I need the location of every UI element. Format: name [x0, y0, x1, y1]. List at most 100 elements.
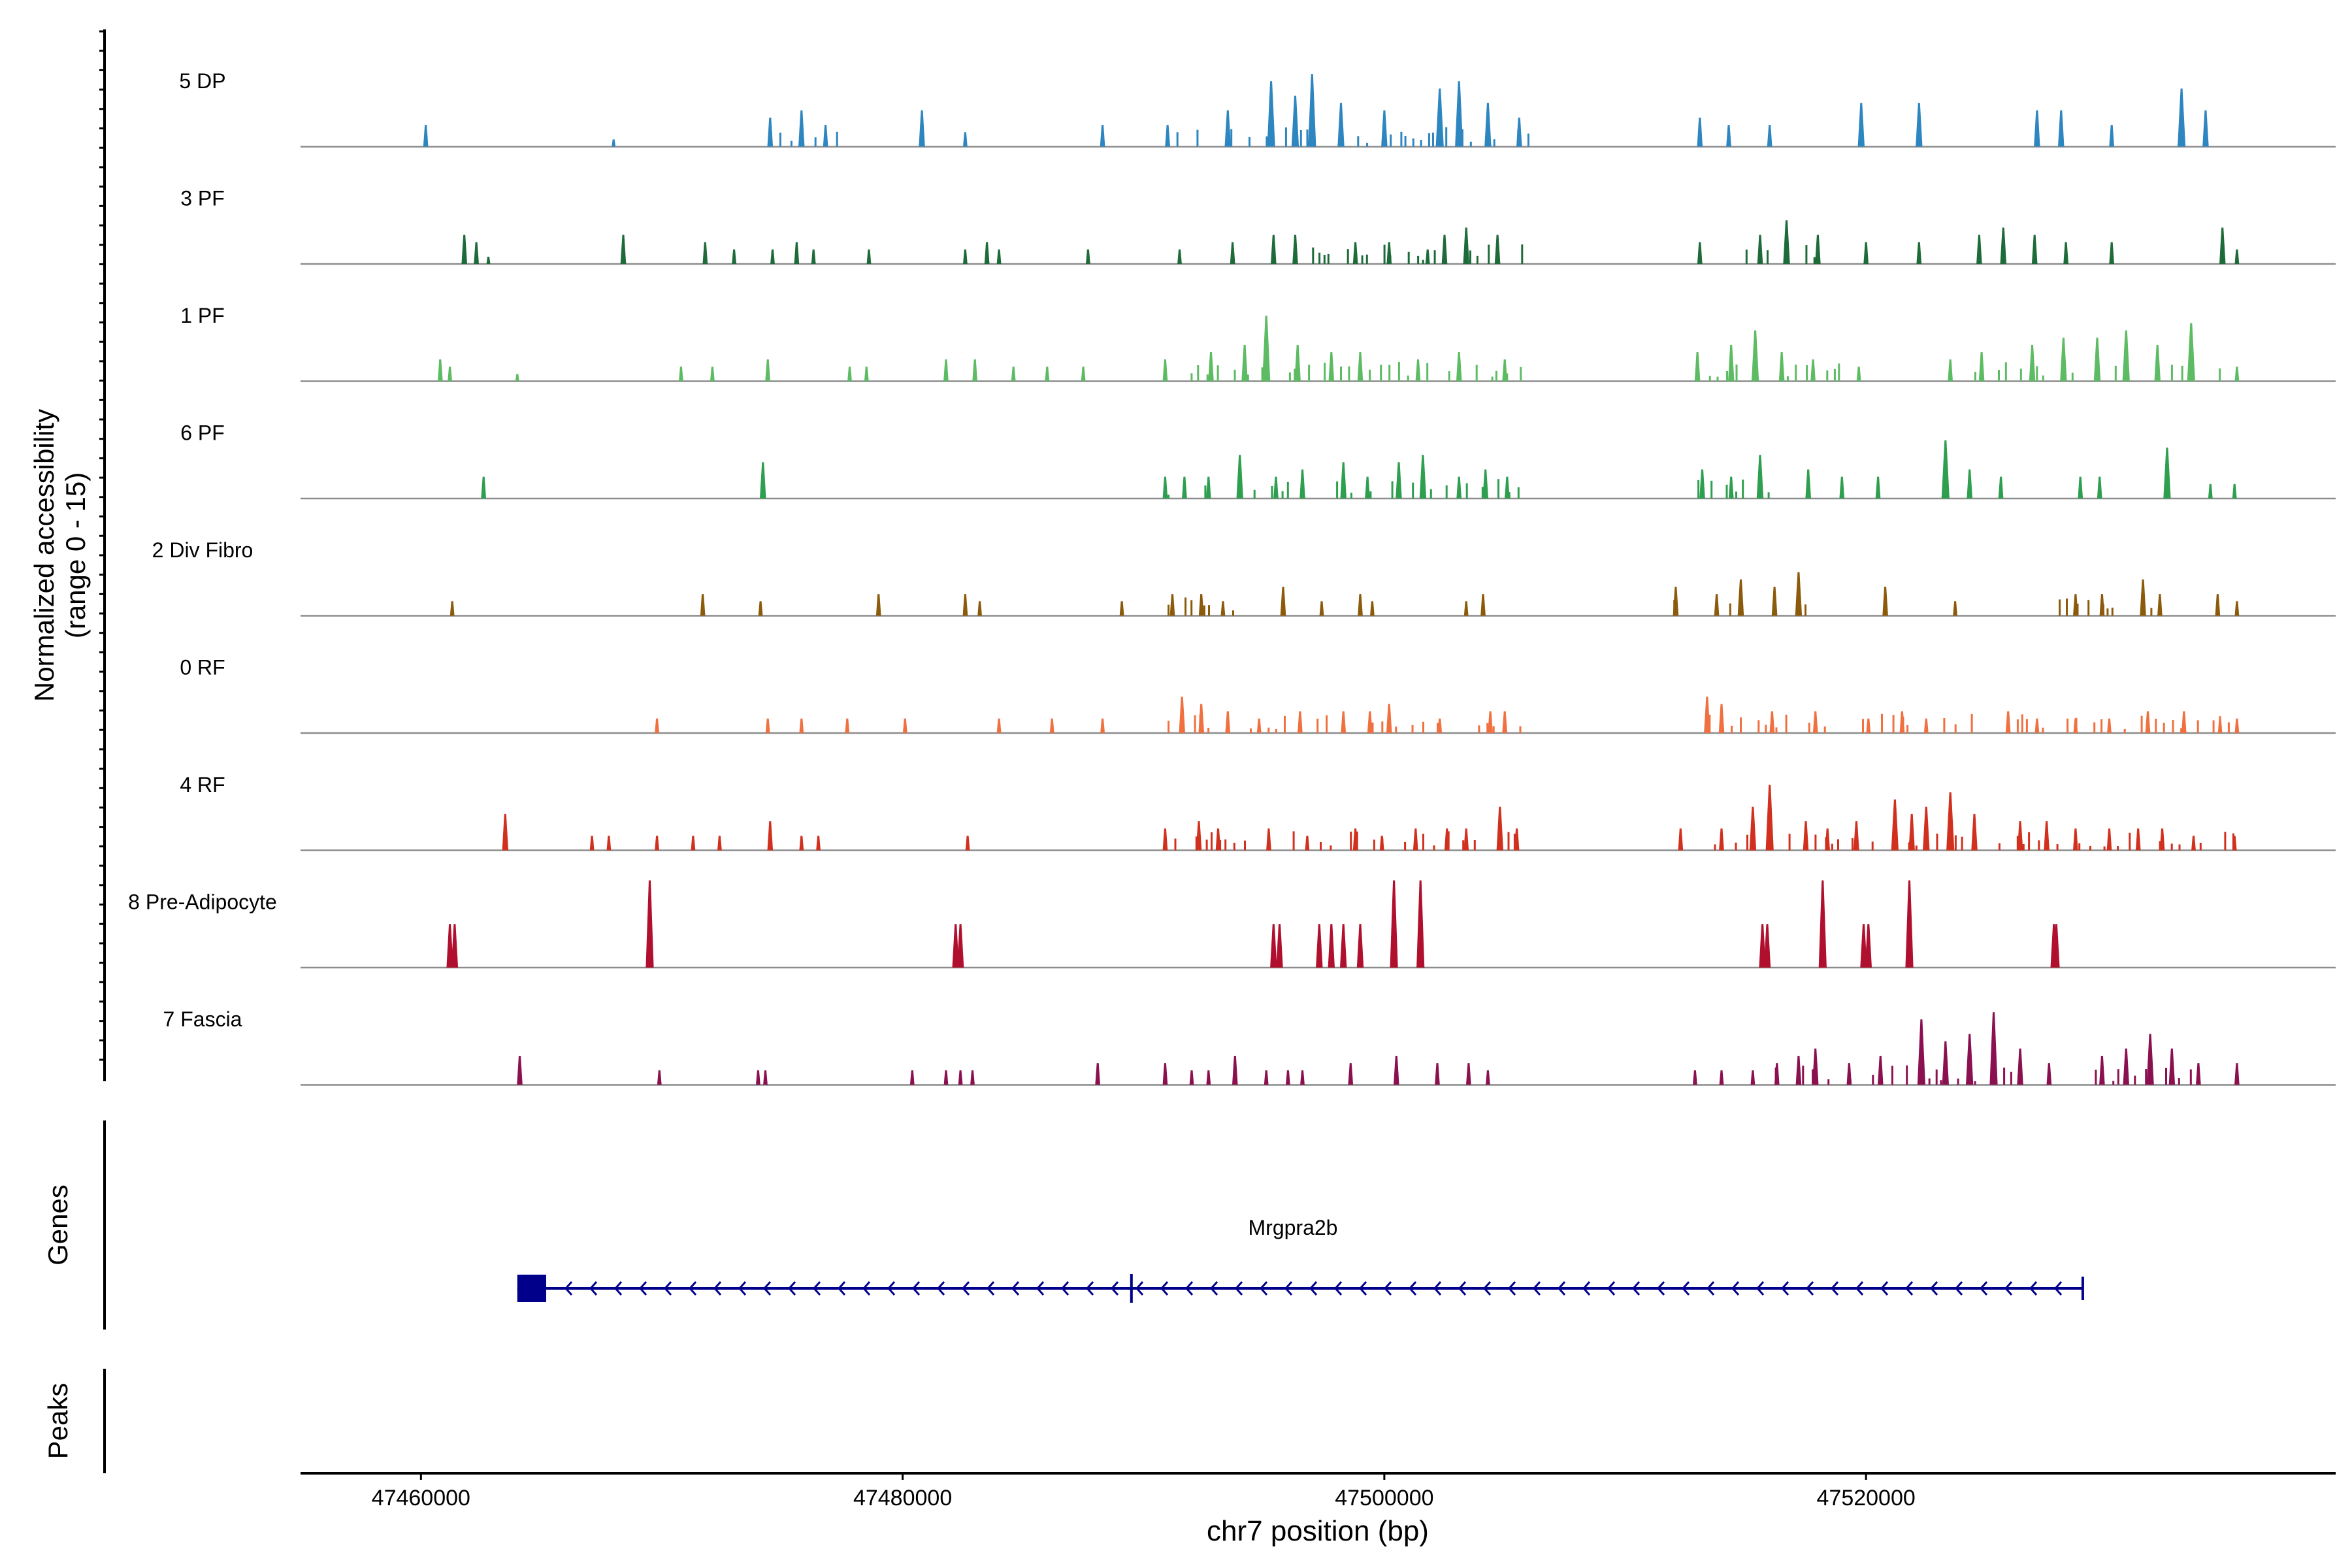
- strand-arrow: [1830, 1281, 1839, 1296]
- strand-arrow: [1904, 1281, 1914, 1296]
- peak: [2107, 718, 2112, 733]
- signal-mark: [2170, 365, 2173, 382]
- signal-mark: [1478, 725, 1480, 733]
- peak: [1435, 88, 1444, 147]
- peak: [760, 462, 766, 498]
- peak: [1081, 367, 1086, 382]
- signal-mark: [1288, 372, 1291, 382]
- peak: [1119, 601, 1124, 616]
- signal-mark: [2165, 1068, 2167, 1085]
- signal-mark: [1731, 725, 1733, 733]
- signal-mark: [1746, 834, 1748, 851]
- peak: [1998, 476, 2004, 498]
- peak: [710, 367, 715, 382]
- signal-mark: [836, 131, 838, 147]
- peak: [1337, 103, 1345, 147]
- signal-mark: [1497, 479, 1499, 498]
- peak: [2234, 718, 2240, 733]
- peak: [515, 374, 519, 382]
- peak: [2106, 828, 2112, 851]
- signal-mark: [1697, 480, 1700, 498]
- strand-arrow: [837, 1281, 846, 1296]
- peak: [2046, 1063, 2052, 1085]
- peak: [1328, 352, 1335, 382]
- signal-mark: [1495, 370, 1497, 382]
- peak: [1878, 1056, 1884, 1085]
- strand-arrow: [1160, 1281, 1169, 1296]
- peak: [1286, 1070, 1290, 1085]
- peak: [1182, 476, 1187, 498]
- signal-mark: [1249, 137, 1250, 147]
- peak: [1045, 367, 1050, 382]
- signal-mark: [1275, 728, 1277, 733]
- signal-mark: [1420, 140, 1422, 147]
- signal-mark: [1217, 365, 1219, 382]
- signal-mark: [2028, 832, 2031, 851]
- strand-arrow: [1383, 1281, 1392, 1296]
- peak: [1502, 359, 1507, 382]
- signal-mark: [1521, 244, 1524, 264]
- signal-mark: [1507, 832, 1510, 851]
- strand-arrow: [1184, 1281, 1194, 1296]
- track-label: 1 PF: [180, 304, 225, 327]
- signal-mark: [1350, 493, 1352, 498]
- peak: [1704, 696, 1710, 733]
- track-4: 2 Div Fibro: [152, 538, 2336, 617]
- signal-mark: [1492, 726, 1495, 733]
- peak: [2191, 836, 2196, 851]
- peak: [1678, 828, 1684, 851]
- peak: [1763, 924, 1771, 968]
- peak: [2196, 1063, 2201, 1085]
- signal-mark: [1347, 249, 1349, 264]
- signal-mark: [1224, 839, 1227, 851]
- strand-arrow: [613, 1281, 623, 1296]
- signal-mark: [1974, 372, 1976, 382]
- track-label: 6 PF: [180, 421, 225, 445]
- signal-mark: [1388, 365, 1391, 382]
- peak: [977, 601, 982, 616]
- signal-mark: [1308, 365, 1311, 382]
- strand-arrow: [1929, 1281, 1938, 1296]
- peak: [1488, 711, 1493, 733]
- strand-arrow: [1756, 1281, 1765, 1296]
- peak: [1011, 367, 1016, 382]
- signal-mark: [1261, 367, 1264, 382]
- signal-mark: [1742, 480, 1744, 498]
- peak: [1737, 579, 1744, 616]
- x-axis-ticks: 47460000 47480000 47500000 47520000: [372, 1473, 1916, 1511]
- strand-arrow: [1582, 1281, 1591, 1296]
- strand-arrow: [787, 1281, 796, 1296]
- peak: [1215, 828, 1221, 851]
- peak: [1236, 455, 1243, 498]
- peak: [2135, 828, 2141, 851]
- peak: [2123, 1048, 2129, 1085]
- peak: [2145, 711, 2151, 733]
- strand-arrow: [1234, 1281, 1243, 1296]
- peak: [589, 836, 595, 851]
- signal-mark: [1445, 127, 1448, 147]
- signal-mark: [1369, 369, 1371, 382]
- signal-mark: [1211, 832, 1213, 851]
- signal-mark: [2078, 843, 2081, 851]
- peak: [438, 359, 443, 382]
- signal-mark: [1286, 482, 1289, 498]
- signal-mark: [2016, 836, 2019, 851]
- signal-mark: [2114, 365, 2117, 382]
- signal-mark: [1267, 727, 1270, 733]
- peak: [1728, 344, 1735, 382]
- peak: [1340, 462, 1347, 498]
- peak: [1967, 469, 1972, 498]
- signal-mark: [1306, 129, 1309, 147]
- signal-mark: [1294, 368, 1296, 382]
- y-axis-label-line1: Normalized accessibility: [29, 409, 59, 702]
- signal-mark: [1250, 728, 1252, 733]
- signal-mark: [1935, 1070, 1938, 1085]
- peak: [1882, 587, 1888, 616]
- strand-arrow: [1880, 1281, 1889, 1296]
- signal-mark: [1954, 724, 1957, 733]
- signal-mark: [1194, 715, 1196, 733]
- peak: [1765, 785, 1774, 851]
- peak: [919, 110, 925, 147]
- peak: [1341, 711, 1347, 733]
